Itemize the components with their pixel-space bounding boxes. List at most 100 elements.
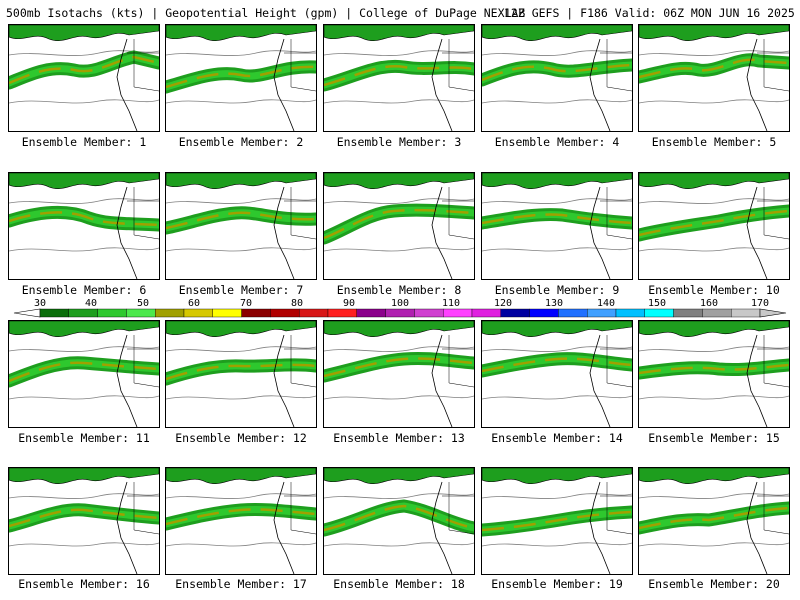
height-contour bbox=[324, 99, 474, 104]
coastline-north bbox=[9, 173, 159, 189]
map-canvas bbox=[482, 25, 632, 131]
ensemble-map-panel bbox=[638, 172, 790, 280]
state-borders bbox=[127, 39, 159, 92]
ensemble-member-label: Ensemble Member: 19 bbox=[491, 577, 623, 591]
coastline-north bbox=[166, 25, 316, 41]
height-contour bbox=[9, 99, 159, 104]
ensemble-map-panel bbox=[165, 467, 317, 575]
coastline-west-us bbox=[746, 38, 768, 131]
height-contour bbox=[482, 542, 632, 547]
map-canvas bbox=[639, 468, 789, 574]
jet-core bbox=[324, 208, 474, 240]
coastline-north bbox=[166, 468, 316, 484]
ensemble-member-label: Ensemble Member: 9 bbox=[494, 283, 620, 297]
state-borders bbox=[600, 187, 632, 240]
ensemble-map-panel bbox=[323, 24, 475, 132]
coastline-north bbox=[324, 321, 474, 337]
coastline-west-us bbox=[431, 186, 453, 279]
state-borders bbox=[284, 39, 316, 92]
height-contour bbox=[166, 247, 316, 252]
height-contour bbox=[639, 247, 789, 252]
state-borders bbox=[442, 482, 474, 535]
height-contour bbox=[9, 493, 159, 499]
colorbar-swatch bbox=[126, 308, 156, 318]
ensemble-member-label: Ensemble Member: 15 bbox=[648, 431, 780, 445]
header-right-title: 12Z GEFS | F186 Valid: 06Z MON JUN 16 20… bbox=[504, 6, 795, 20]
colorbar-swatch bbox=[673, 308, 703, 318]
state-borders bbox=[284, 482, 316, 535]
jet-core bbox=[482, 510, 632, 532]
colorbar-left-arrow bbox=[13, 308, 41, 318]
height-contour bbox=[482, 198, 632, 204]
height-contour bbox=[9, 395, 159, 400]
map-canvas bbox=[482, 321, 632, 427]
jet-core bbox=[166, 211, 316, 230]
jet-core bbox=[482, 357, 632, 373]
ensemble-member-label: Ensemble Member: 10 bbox=[648, 283, 780, 297]
coastline-west-us bbox=[116, 186, 138, 279]
ensemble-map-panel bbox=[638, 24, 790, 132]
height-contour bbox=[482, 247, 632, 252]
colorbar-swatch bbox=[471, 308, 501, 318]
coastline-west-us bbox=[116, 334, 138, 427]
colorbar bbox=[13, 308, 787, 318]
colorbar-tick-label: 80 bbox=[290, 298, 304, 309]
colorbar-swatch bbox=[702, 308, 732, 318]
ensemble-map-panel bbox=[323, 320, 475, 428]
jet-core bbox=[639, 58, 789, 79]
coastline-north bbox=[482, 468, 632, 484]
coastline-west-us bbox=[273, 38, 295, 131]
height-contour bbox=[166, 346, 316, 352]
height-contour bbox=[639, 50, 789, 56]
height-contour bbox=[166, 542, 316, 547]
colorbar-swatch bbox=[356, 308, 386, 318]
ensemble-map-panel bbox=[638, 467, 790, 575]
map-canvas bbox=[166, 25, 316, 131]
height-contour bbox=[482, 395, 632, 400]
coastline-north bbox=[324, 468, 474, 484]
colorbar-swatch bbox=[241, 308, 271, 318]
height-contour bbox=[324, 493, 474, 499]
state-borders bbox=[127, 335, 159, 388]
height-contour bbox=[482, 493, 632, 499]
map-canvas bbox=[166, 321, 316, 427]
coastline-west-us bbox=[746, 481, 768, 574]
colorbar-tick-label: 150 bbox=[647, 298, 667, 309]
colorbar-swatch bbox=[97, 308, 127, 318]
colorbar-swatch bbox=[731, 308, 761, 318]
coastline-west-us bbox=[273, 334, 295, 427]
coastline-north bbox=[639, 25, 789, 41]
map-canvas bbox=[324, 321, 474, 427]
ensemble-map-panel bbox=[8, 172, 160, 280]
map-canvas bbox=[324, 173, 474, 279]
map-canvas bbox=[9, 25, 159, 131]
jet-core bbox=[324, 504, 474, 532]
coastline-west-us bbox=[273, 186, 295, 279]
height-contour bbox=[166, 99, 316, 104]
coastline-west-us bbox=[589, 38, 611, 131]
coastline-north bbox=[9, 25, 159, 41]
coastline-north bbox=[9, 321, 159, 337]
height-contour bbox=[9, 542, 159, 547]
ensemble-member-label: Ensemble Member: 13 bbox=[333, 431, 465, 445]
state-borders bbox=[127, 482, 159, 535]
coastline-west-us bbox=[431, 38, 453, 131]
ensemble-member-label: Ensemble Member: 3 bbox=[336, 135, 462, 149]
ensemble-map-panel bbox=[481, 320, 633, 428]
state-borders bbox=[284, 335, 316, 388]
colorbar-tick-label: 110 bbox=[441, 298, 461, 309]
colorbar-swatch bbox=[385, 308, 415, 318]
jet-core bbox=[324, 65, 474, 87]
jet-core bbox=[639, 363, 789, 375]
ensemble-member-label: Ensemble Member: 11 bbox=[18, 431, 150, 445]
jet-core bbox=[166, 508, 316, 526]
ensemble-map-panel bbox=[165, 24, 317, 132]
coastline-west-us bbox=[589, 481, 611, 574]
height-contour bbox=[9, 346, 159, 352]
colorbar-swatch bbox=[299, 308, 329, 318]
colorbar-tick-label: 100 bbox=[390, 298, 410, 309]
height-contour bbox=[639, 346, 789, 352]
jet-core bbox=[639, 506, 789, 530]
ensemble-member-label: Ensemble Member: 14 bbox=[491, 431, 623, 445]
map-canvas bbox=[9, 173, 159, 279]
